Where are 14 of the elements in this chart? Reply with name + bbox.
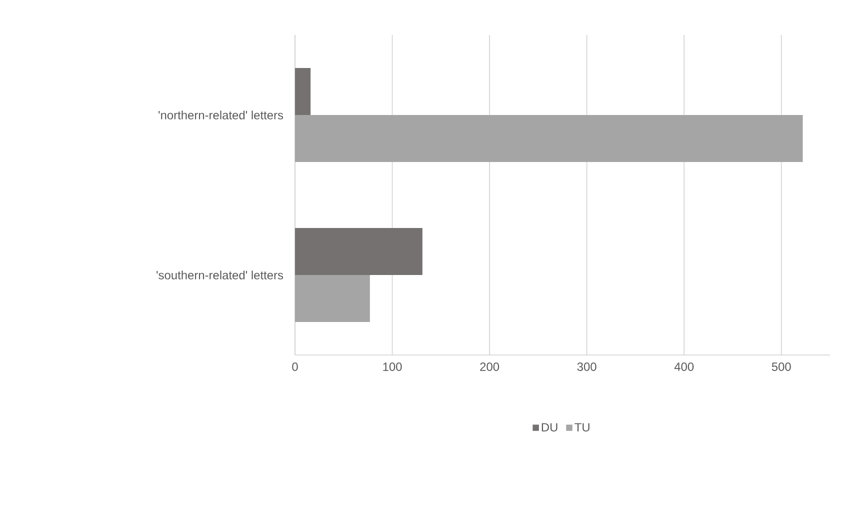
x-tick-label: 300 — [577, 362, 596, 371]
y-tick-label: 'southern-related' letters — [156, 270, 284, 280]
bar — [295, 114, 803, 162]
bar — [295, 68, 311, 115]
x-tick-label: 400 — [674, 362, 694, 371]
legend-label: TU — [574, 423, 590, 432]
x-tick-label: 100 — [383, 362, 402, 371]
legend-label: DU — [542, 423, 558, 432]
x-tick-label: 0 — [292, 362, 298, 371]
bar — [295, 228, 422, 275]
y-tick-label: 'northern-related' letters — [158, 110, 284, 120]
x-tick-label: 200 — [480, 362, 500, 371]
bar — [295, 275, 370, 322]
x-tick-label: 500 — [772, 362, 791, 371]
